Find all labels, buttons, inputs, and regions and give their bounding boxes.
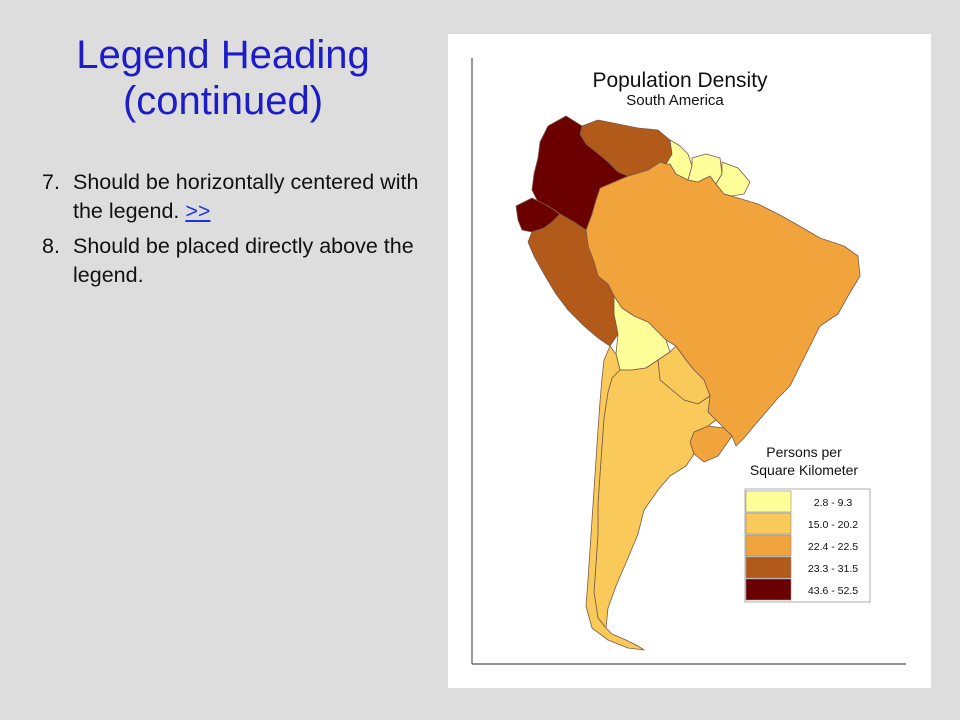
legend-swatch: [745, 490, 792, 513]
map-panel: Population Density South America: [448, 34, 931, 688]
next-link[interactable]: >>: [185, 199, 211, 223]
legend-label: 22.4 - 22.5: [808, 541, 858, 553]
bullet-item-8: 8. Should be placed directly above the l…: [42, 232, 432, 290]
map-legend: Persons per Square Kilometer 2.8 - 9.3 15…: [744, 444, 871, 603]
legend-swatch: [745, 578, 792, 601]
country-colombia: [531, 115, 629, 231]
bullet-list: 7. Should be horizontally centered with …: [42, 168, 432, 296]
legend-heading-line-2: Square Kilometer: [750, 462, 859, 478]
legend-heading-line-1: Persons per: [766, 444, 842, 460]
map-subtitle: South America: [626, 92, 724, 109]
legend-label: 2.8 - 9.3: [814, 497, 853, 509]
map-title: Population Density: [592, 69, 768, 92]
country-guyana: [665, 139, 693, 181]
slide-title-line-1: Legend Heading: [76, 33, 370, 77]
bullet-text: Should be placed directly above the lege…: [73, 234, 414, 287]
bullet-item-7: 7. Should be horizontally centered with …: [42, 168, 432, 226]
legend-label: 23.3 - 31.5: [808, 563, 858, 575]
country-chile: [585, 345, 645, 651]
population-density-map: Population Density South America: [471, 58, 906, 665]
country-french-guiana: [715, 161, 751, 197]
legend-swatch: [745, 556, 792, 579]
legend-swatch: [745, 512, 792, 535]
country-suriname: [687, 153, 723, 185]
bullet-number: 8.: [42, 234, 60, 258]
slide-title-line-2: (continued): [122, 79, 324, 123]
legend-label: 15.0 - 20.2: [808, 519, 858, 531]
legend-swatch: [745, 534, 792, 557]
bullet-text-body: Should be horizontally centered with the…: [73, 170, 419, 223]
bullet-number: 7.: [42, 170, 60, 194]
bullet-text: Should be horizontally centered with the…: [73, 168, 432, 226]
legend-label: 43.6 - 52.5: [808, 585, 858, 597]
slide-title: Legend Heading (continued): [18, 32, 428, 124]
